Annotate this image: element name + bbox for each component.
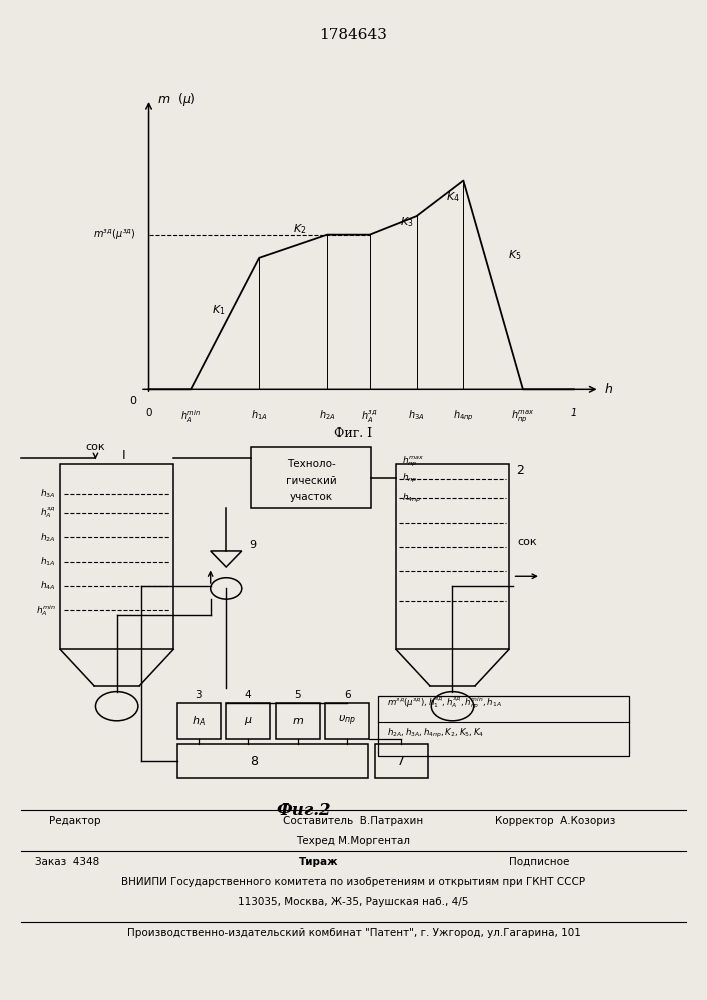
Text: Составитель  В.Патрахин: Составитель В.Патрахин bbox=[284, 816, 423, 826]
Text: Техред М.Моргентал: Техред М.Моргентал bbox=[296, 836, 411, 846]
Text: $h_{пр}$: $h_{пр}$ bbox=[402, 472, 417, 485]
Text: 0: 0 bbox=[129, 396, 136, 406]
Text: 3: 3 bbox=[195, 690, 202, 700]
Text: ВНИИПИ Государственного комитета по изобретениям и открытиям при ГКНТ СССР: ВНИИПИ Государственного комитета по изоб… bbox=[122, 877, 585, 887]
Text: 1784643: 1784643 bbox=[320, 28, 387, 42]
Text: $h_{4пр}$: $h_{4пр}$ bbox=[402, 492, 421, 505]
Text: 4: 4 bbox=[245, 690, 252, 700]
Text: $\mu$: $\mu$ bbox=[244, 715, 252, 727]
Text: $h_{пр}^{max}$: $h_{пр}^{max}$ bbox=[511, 408, 534, 424]
Text: Техноло-: Техноло- bbox=[287, 459, 335, 469]
Text: $h_{2A}$: $h_{2A}$ bbox=[319, 408, 336, 422]
Text: 9: 9 bbox=[249, 540, 256, 550]
Bar bbox=[396, 464, 509, 649]
Text: $h_{3A}$: $h_{3A}$ bbox=[40, 487, 56, 500]
Text: $\upsilon_{пр}$: $\upsilon_{пр}$ bbox=[338, 714, 356, 728]
Text: сок: сок bbox=[86, 442, 105, 452]
Text: сок: сок bbox=[517, 537, 537, 547]
Text: $h_{2A}, h_{3A}, h_{4пр}, K_2, K_5, K_4$: $h_{2A}, h_{3A}, h_{4пр}, K_2, K_5, K_4$ bbox=[387, 726, 484, 740]
Text: гический: гический bbox=[286, 476, 337, 486]
Text: $m^{зд}(\mu^{зд}), h_1^{зд}, h_A^{зд}, h_{пр}^{min}, h_{1A}$: $m^{зд}(\mu^{зд}), h_1^{зд}, h_A^{зд}, h… bbox=[387, 695, 501, 711]
Text: Тираж: Тираж bbox=[298, 857, 338, 867]
Bar bbox=[226, 703, 270, 739]
Text: $h_{1A}$: $h_{1A}$ bbox=[251, 408, 267, 422]
Text: $h_{пр}^{max}$: $h_{пр}^{max}$ bbox=[402, 455, 423, 469]
Text: $K_3$: $K_3$ bbox=[399, 215, 413, 229]
Text: $m^{зд}(\mu^{зд})$: $m^{зд}(\mu^{зд})$ bbox=[93, 227, 136, 242]
Text: $h_{2A}$: $h_{2A}$ bbox=[40, 531, 56, 544]
Text: $h_A^{min}$: $h_A^{min}$ bbox=[36, 603, 56, 618]
Text: 1: 1 bbox=[571, 408, 577, 418]
Bar bbox=[325, 703, 369, 739]
Bar bbox=[375, 744, 428, 778]
Text: Заказ  4348: Заказ 4348 bbox=[35, 857, 100, 867]
Text: $h_{4A}$: $h_{4A}$ bbox=[40, 580, 56, 592]
Bar bbox=[177, 744, 368, 778]
Text: 8: 8 bbox=[250, 755, 259, 768]
Bar bbox=[60, 464, 173, 649]
Text: $K_5$: $K_5$ bbox=[508, 248, 522, 262]
Text: Фиг.2: Фиг.2 bbox=[276, 802, 332, 819]
Text: $h_{1A}$: $h_{1A}$ bbox=[40, 555, 56, 568]
Text: $h_A^{min}$: $h_A^{min}$ bbox=[180, 408, 201, 425]
Text: $h_A^{зд}$: $h_A^{зд}$ bbox=[40, 506, 56, 520]
Text: Фиг. I: Фиг. I bbox=[334, 427, 373, 440]
Bar bbox=[378, 696, 629, 756]
Text: $h$: $h$ bbox=[604, 382, 613, 396]
Text: $K_1$: $K_1$ bbox=[212, 303, 226, 317]
Text: 2: 2 bbox=[516, 464, 524, 477]
Bar bbox=[177, 703, 221, 739]
Text: 113035, Москва, Ж-35, Раушская наб., 4/5: 113035, Москва, Ж-35, Раушская наб., 4/5 bbox=[238, 897, 469, 907]
Bar bbox=[276, 703, 320, 739]
Text: $m$: $m$ bbox=[291, 716, 304, 726]
Text: $h_A^{зд}$: $h_A^{зд}$ bbox=[361, 408, 378, 425]
Bar bbox=[251, 447, 371, 508]
Text: $h_A$: $h_A$ bbox=[192, 714, 206, 728]
Text: $K_2$: $K_2$ bbox=[293, 222, 307, 236]
Text: 0: 0 bbox=[145, 408, 152, 418]
Text: $h_{3A}$: $h_{3A}$ bbox=[408, 408, 425, 422]
Text: Редактор: Редактор bbox=[49, 816, 101, 826]
Text: I: I bbox=[122, 449, 126, 462]
Text: 6: 6 bbox=[344, 690, 351, 700]
Text: участок: участок bbox=[290, 492, 332, 502]
Text: Корректор  А.Козориз: Корректор А.Козориз bbox=[495, 816, 615, 826]
Text: 5: 5 bbox=[294, 690, 301, 700]
Text: Производственно-издательский комбинат "Патент", г. Ужгород, ул.Гагарина, 101: Производственно-издательский комбинат "П… bbox=[127, 928, 580, 938]
Text: $K_4$: $K_4$ bbox=[446, 191, 460, 204]
Text: $h_{4пр}$: $h_{4пр}$ bbox=[453, 408, 474, 423]
Text: Подписное: Подписное bbox=[509, 857, 569, 867]
Text: 7: 7 bbox=[397, 755, 405, 768]
Text: $m$  $(\mu)$: $m$ $(\mu)$ bbox=[157, 91, 196, 108]
